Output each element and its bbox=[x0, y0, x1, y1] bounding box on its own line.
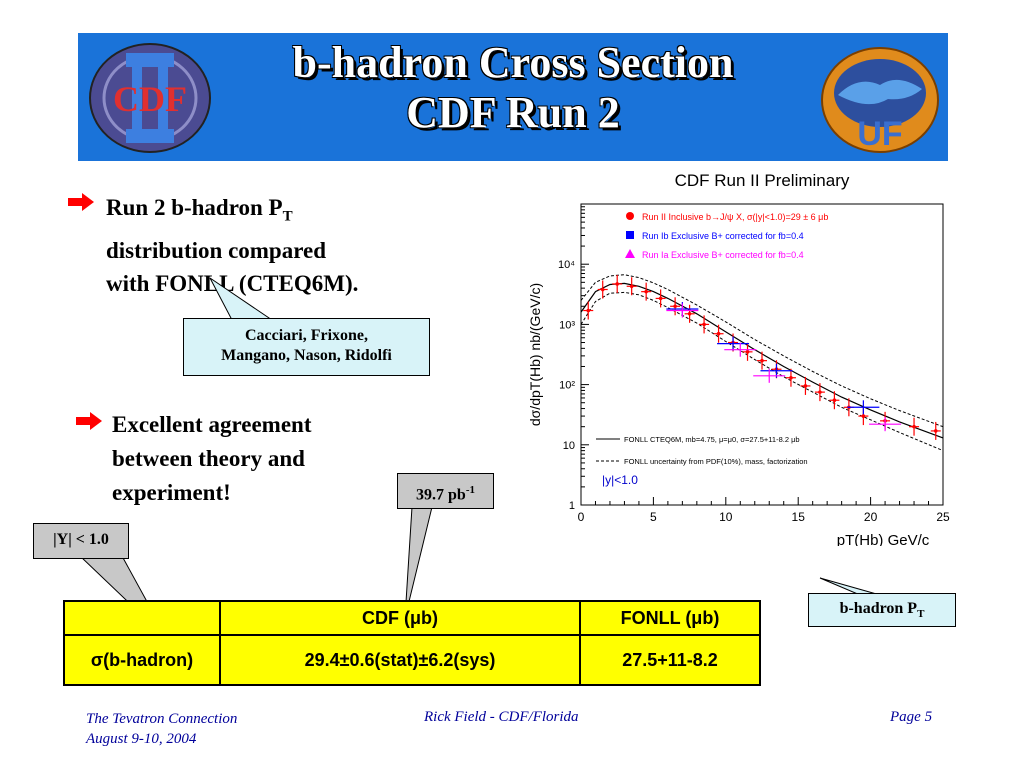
legend-entry: Run II Inclusive b→J/ψ X, σ(|y|<1.0)=29 … bbox=[642, 212, 828, 222]
x-tick-label: 25 bbox=[936, 510, 950, 524]
data-point bbox=[818, 390, 822, 394]
pt-callout: b-hadron PT bbox=[808, 593, 956, 627]
legend-entry: Run Ia Exclusive B+ corrected for fb=0.4 bbox=[642, 250, 804, 260]
cdf-logo: CDF bbox=[89, 43, 211, 153]
authors-line-1: Cacciari, Frixone, bbox=[244, 327, 369, 344]
y-tick-label: 1 bbox=[569, 500, 575, 512]
data-point bbox=[586, 308, 591, 313]
svg-text:CDF: CDF bbox=[113, 79, 187, 119]
uf-logo: UF bbox=[821, 47, 939, 153]
data-point bbox=[933, 429, 938, 433]
title-banner bbox=[78, 33, 948, 161]
y-tick-label: 10⁴ bbox=[558, 259, 575, 271]
bullet-1-line-1: Run 2 b-hadron P bbox=[106, 195, 283, 220]
x-axis-label: pT(Hb) GeV/c bbox=[837, 532, 930, 546]
data-point bbox=[803, 384, 808, 388]
data-point bbox=[658, 296, 663, 301]
table-header-row: CDF (μb) FONLL (μb) bbox=[63, 600, 761, 636]
data-point bbox=[789, 375, 793, 380]
data-point bbox=[912, 424, 916, 429]
data-point bbox=[687, 311, 692, 316]
bullet-2-line-1: Excellent agreement bbox=[112, 412, 312, 437]
legend-marker bbox=[626, 231, 634, 239]
table-header-cell bbox=[63, 600, 221, 636]
lumi-value: 39.7 pb bbox=[416, 486, 466, 504]
chart-svg: CDF Run II Preliminary 0 5 10 15 20 25 1 10 10² 10… bbox=[527, 171, 950, 549]
footer-date: August 9-10, 2004 bbox=[86, 731, 197, 747]
table-header-cell: FONLL (μb) bbox=[579, 600, 761, 636]
table-cell: 29.4±0.6(stat)±6.2(sys) bbox=[219, 634, 581, 686]
data-point bbox=[716, 331, 721, 336]
data-point bbox=[745, 350, 750, 354]
bullet-2-line-3: experiment! bbox=[112, 480, 231, 505]
x-tick-label: 0 bbox=[578, 510, 585, 524]
slide-title: b-hadron Cross Section CDF Run 2 bbox=[78, 38, 948, 138]
rapidity-callout: |Y| < 1.0 bbox=[33, 523, 129, 559]
y-tick-label: 10² bbox=[559, 380, 575, 392]
authors-callout: Cacciari, Frixone, Mangano, Nason, Ridol… bbox=[183, 318, 430, 376]
pt-sub: T bbox=[917, 608, 925, 621]
results-table: CDF (μb) FONLL (μb) σ(b-hadron) 29.4±0.6… bbox=[63, 600, 761, 686]
data-point bbox=[861, 414, 866, 418]
x-tick-label: 5 bbox=[650, 510, 657, 524]
y-axis-label: dσ/dpT(Hb) nb/(GeV/c) bbox=[527, 283, 543, 426]
data-point bbox=[673, 304, 677, 309]
bullet-1-line-3: with FONLL (CTEQ6M). bbox=[106, 270, 359, 296]
bullet-2: Excellent agreement between theory and e… bbox=[112, 408, 311, 510]
data-point bbox=[760, 358, 764, 363]
bullet-arrow-icon bbox=[76, 412, 102, 430]
bullet-1-line-2: distribution compared bbox=[106, 237, 327, 263]
x-tick-label: 10 bbox=[719, 510, 733, 524]
footer-page: Page 5 bbox=[890, 709, 933, 725]
title-line-2: CDF Run 2 bbox=[406, 88, 620, 137]
table-cell: 27.5+11-8.2 bbox=[579, 634, 761, 686]
title-line-1: b-hadron Cross Section bbox=[292, 38, 734, 87]
x-tick-label: 20 bbox=[864, 510, 878, 524]
lumi-sup: -1 bbox=[465, 484, 475, 496]
plot-frame bbox=[580, 203, 944, 506]
footer-left: The Tevatron Connection August 9-10, 200… bbox=[86, 709, 237, 749]
fonll-curve bbox=[580, 291, 944, 452]
data-point bbox=[615, 282, 619, 286]
bullet-1: Run 2 b-hadron PT distribution compared … bbox=[106, 191, 358, 300]
legend-marker bbox=[625, 249, 635, 258]
fonll-curve bbox=[580, 274, 944, 428]
annotation-text: FONLL CTEQ6M, mb=4.75, μ=μ0, σ=27.5+11-8… bbox=[624, 435, 800, 444]
data-point bbox=[600, 287, 605, 292]
data-point bbox=[629, 284, 634, 289]
cross-section-chart: CDF Run II Preliminary 0 5 10 15 20 25 1 10 10² 10… bbox=[518, 166, 958, 549]
chart-title: CDF Run II Preliminary bbox=[675, 171, 850, 190]
svg-text:UF: UF bbox=[857, 115, 902, 153]
authors-line-2: Mangano, Nason, Ridolfi bbox=[221, 347, 392, 364]
data-point bbox=[644, 289, 648, 294]
bullet-1-sub: T bbox=[282, 208, 293, 225]
footer-event: The Tevatron Connection bbox=[86, 711, 238, 727]
table-row-label: σ(b-hadron) bbox=[63, 634, 221, 686]
annotation-text: FONLL uncertainty from PDF(10%), mass, f… bbox=[624, 457, 808, 466]
y-tick-label: 10³ bbox=[559, 319, 575, 331]
lumi-callout: 39.7 pb-1 bbox=[397, 473, 494, 509]
legend-entry: Run Ib Exclusive B+ corrected for fb=0.4 bbox=[642, 231, 804, 241]
data-point bbox=[832, 398, 837, 403]
legend-marker bbox=[626, 212, 634, 220]
table-row: σ(b-hadron) 29.4±0.6(stat)±6.2(sys) 27.5… bbox=[63, 634, 761, 686]
bullet-2-line-2: between theory and bbox=[112, 446, 305, 471]
bullet-arrow-icon bbox=[68, 193, 94, 211]
y-tick-label: 10 bbox=[563, 440, 575, 452]
annotation-rapidity: |y|<1.0 bbox=[602, 473, 638, 487]
data-point bbox=[702, 322, 706, 327]
table-header-cell: CDF (μb) bbox=[219, 600, 581, 636]
footer-author: Rick Field - CDF/Florida bbox=[424, 709, 579, 725]
pt-label: b-hadron P bbox=[839, 600, 918, 617]
x-tick-label: 15 bbox=[792, 510, 806, 524]
